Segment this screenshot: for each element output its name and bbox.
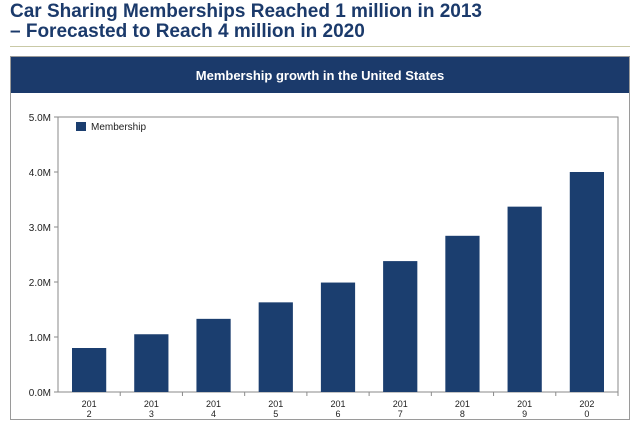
x-tick-label: 201: [82, 399, 97, 409]
slide-title: Car Sharing Memberships Reached 1 millio…: [10, 2, 630, 42]
chart-title: Membership growth in the United States: [11, 57, 629, 93]
x-tick-label: 202: [579, 399, 594, 409]
x-tick-label: 9: [522, 409, 527, 419]
bar-2017: [383, 261, 418, 392]
slide-title-line-1: Car Sharing Memberships Reached 1 millio…: [10, 1, 482, 22]
x-tick-label: 201: [330, 399, 345, 409]
x-tick-label: 201: [455, 399, 470, 409]
x-tick-label: 6: [335, 409, 340, 419]
bar-2015: [258, 302, 293, 392]
y-tick-label: 4.0M: [29, 168, 51, 179]
y-tick-label: 3.0M: [29, 223, 51, 234]
membership-bar-chart: 0.0M1.0M2.0M3.0M4.0M5.0M2012201320142015…: [29, 113, 619, 419]
x-tick-label: 3: [149, 409, 154, 419]
x-tick-label: 8: [460, 409, 465, 419]
bar-2013: [134, 334, 169, 392]
x-tick-label: 4: [211, 409, 216, 419]
bar-2012: [72, 348, 107, 392]
y-tick-label: 5.0M: [29, 113, 51, 124]
x-tick-label: 7: [398, 409, 403, 419]
x-tick-label: 5: [273, 409, 278, 419]
slide-title-line-2: – Forecasted to Reach 4 million in 2020: [10, 21, 365, 42]
x-tick-label: 0: [584, 409, 589, 419]
y-tick-label: 2.0M: [29, 278, 51, 289]
title-divider: [10, 46, 630, 47]
bar-2016: [320, 282, 356, 392]
x-tick-label: 201: [393, 399, 408, 409]
y-tick-label: 1.0M: [29, 333, 51, 344]
legend-swatch: [76, 122, 86, 131]
x-tick-label: 2: [87, 409, 92, 419]
bar-2018: [445, 235, 480, 392]
x-tick-label: 201: [268, 399, 283, 409]
bar-2020: [569, 172, 604, 392]
x-tick-label: 201: [517, 399, 532, 409]
chart-panel: 0.0M 1.0M 2.0M 3.0M 4.0M 5.0M 201 2 201 3 201 4 201 5…: [10, 56, 630, 420]
bar-2014: [196, 318, 231, 392]
y-tick-label: 0.0M: [29, 388, 51, 399]
legend-label: Membership: [91, 122, 146, 133]
x-tick-label: 201: [206, 399, 221, 409]
x-tick-label: 201: [144, 399, 159, 409]
bar-2019: [507, 206, 542, 392]
